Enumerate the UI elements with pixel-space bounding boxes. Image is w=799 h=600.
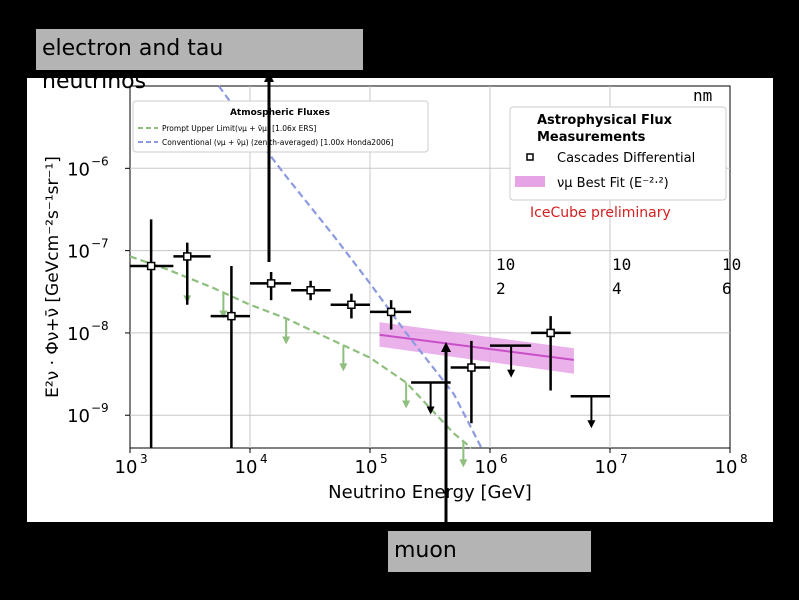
cascade-point	[183, 252, 192, 261]
cascade-point	[546, 328, 555, 338]
cascade-point	[467, 363, 476, 372]
x-tick-exponent: 8	[740, 452, 748, 466]
callout-electron-tau: electron and tau	[36, 29, 363, 70]
cascade-point	[347, 300, 356, 309]
x-tick-exponent: 5	[380, 452, 388, 466]
x-tick-exponent: 4	[260, 452, 268, 466]
legend-astrophysical: Astrophysical Flux Measurements Cascades…	[509, 106, 727, 201]
cascade-point	[146, 261, 156, 271]
y-tick-exponent: −9	[91, 401, 109, 415]
prompt-arrow-head	[402, 400, 411, 409]
y-tick-label: 10	[67, 324, 90, 345]
x-tick-label: 10	[115, 457, 138, 478]
callout-bottom-arrowhead	[441, 342, 451, 352]
cascade-point	[386, 307, 396, 317]
prompt-arrow-head	[282, 336, 291, 345]
legend-atmospheric-title: Atmospheric Fluxes	[230, 108, 330, 118]
legend-cascades-marker	[526, 153, 534, 161]
overlay-tick-3a: 10	[722, 255, 741, 274]
y-tick-label: 10	[67, 406, 90, 427]
x-tick-exponent: 3	[140, 452, 148, 466]
callout-muon-text: muon	[394, 538, 457, 563]
prompt-arrow-head	[219, 310, 228, 319]
x-tick-exponent: 6	[500, 452, 508, 466]
upper-limit-arrowhead	[507, 369, 516, 378]
y-tick-label: 10	[67, 159, 90, 180]
x-tick-label: 10	[355, 457, 378, 478]
best-fit-band	[379, 322, 575, 374]
best-fit-line	[379, 333, 575, 361]
y-tick-exponent: −8	[91, 319, 109, 333]
legend-prompt-label: Prompt Upper Limit(νμ + ν̄μ) [1.06x ERS]	[162, 124, 316, 133]
upper-limit-arrowhead	[426, 406, 435, 415]
x-tick-label: 10	[595, 457, 618, 478]
legend-bestfit-label: νμ Best Fit (E⁻²·²)	[557, 176, 669, 191]
y-tick-exponent: −6	[91, 154, 109, 168]
legend-astro-title-1: Astrophysical Flux	[537, 113, 673, 128]
x-tick-label: 10	[715, 457, 738, 478]
prompt-arrow-head	[459, 459, 468, 468]
y-tick-label: 10	[67, 242, 90, 263]
overlay-tick-2a: 10	[612, 255, 631, 274]
callout-muon: muon	[388, 531, 591, 572]
icecube-preliminary: IceCube preliminary	[530, 205, 671, 221]
overlay-tick-1a: 10	[496, 255, 515, 274]
overlay-ticks: 10 2 10 4 10 6	[496, 255, 741, 298]
axis-ticks: 10 3 10 4 10 5 10 6 10 7 10 810 −910 −810 −710 −6	[67, 154, 748, 478]
prompt-arrow-head	[339, 363, 348, 372]
callout-top-arrowhead	[264, 72, 274, 82]
y-axis-label: E²ν · Φν+ν̄ [GeVcm⁻²s⁻¹sr⁻¹]	[43, 156, 63, 398]
upper-limit-arrowhead	[587, 420, 596, 429]
cascade-point	[266, 279, 276, 288]
y-tick-exponent: −7	[91, 237, 109, 251]
legend-conventional-label: Conventional (νμ + ν̄μ) (zenith-averaged…	[162, 138, 393, 147]
overlay-tick-3b: 6	[722, 279, 732, 298]
overlay-tick-1b: 2	[496, 279, 506, 298]
overlay-nm: nm	[693, 86, 712, 105]
x-tick-exponent: 7	[620, 452, 628, 466]
callout-neutrinos-text: neutrinos	[42, 69, 147, 94]
legend-astro-title-2: Measurements	[537, 130, 646, 145]
x-tick-label: 10	[475, 457, 498, 478]
cascade-points	[130, 219, 610, 448]
cascade-point	[227, 311, 236, 321]
legend-atmospheric: Atmospheric Fluxes Prompt Upper Limit(νμ…	[132, 100, 429, 153]
overlay-tick-2b: 4	[612, 279, 622, 298]
x-tick-label: 10	[235, 457, 258, 478]
callout-electron-tau-text: electron and tau	[42, 36, 224, 61]
cascade-point	[306, 286, 315, 295]
legend-bestfit-swatch	[515, 176, 545, 187]
legend-cascades-label: Cascades Differential	[557, 151, 695, 166]
x-axis-label: Neutrino Energy [GeV]	[328, 482, 532, 503]
